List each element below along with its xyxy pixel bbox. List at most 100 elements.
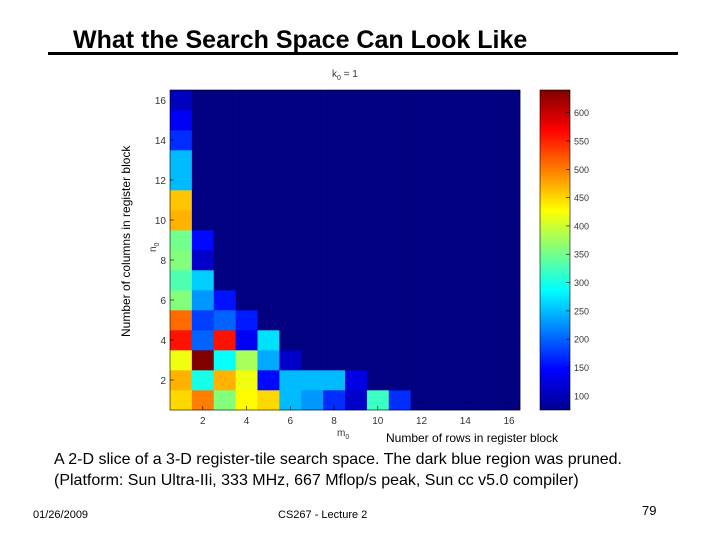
heatmap-cell bbox=[191, 330, 215, 351]
heatmap-cell bbox=[476, 190, 499, 211]
heatmap-cell bbox=[257, 130, 280, 151]
heatmap-cell bbox=[279, 130, 302, 151]
heatmap-cell bbox=[170, 230, 193, 251]
heatmap-cell bbox=[257, 230, 280, 251]
heatmap-cell bbox=[257, 270, 280, 291]
heatmap-cell bbox=[366, 230, 390, 251]
heatmap-cell bbox=[235, 350, 258, 371]
footer-course: CS267 - Lecture 2 bbox=[278, 509, 368, 521]
heatmap-cell bbox=[170, 90, 193, 111]
x-tick-label: 4 bbox=[244, 416, 250, 427]
heatmap-cell bbox=[323, 330, 346, 351]
heatmap-cell bbox=[432, 250, 455, 271]
heatmap-cell bbox=[170, 150, 193, 171]
heatmap-cell bbox=[323, 130, 346, 151]
colorbar-tick-label: 300 bbox=[574, 278, 589, 288]
heatmap-cell bbox=[213, 190, 236, 211]
heatmap-cell bbox=[257, 210, 280, 231]
heatmap-cell bbox=[432, 270, 455, 291]
heatmap-cell bbox=[235, 90, 258, 111]
x-tick-label: 16 bbox=[504, 416, 516, 427]
heatmap-cell bbox=[345, 190, 368, 211]
heatmap-cell bbox=[454, 230, 477, 251]
heatmap-cell bbox=[476, 310, 499, 331]
heatmap-cell bbox=[213, 290, 236, 311]
heatmap-cell bbox=[366, 370, 390, 391]
heatmap-cell bbox=[498, 370, 521, 391]
heatmap-cell bbox=[323, 210, 346, 231]
x-tick-label: 6 bbox=[288, 416, 294, 427]
heatmap-cell bbox=[191, 370, 215, 391]
heatmap-cell bbox=[301, 150, 324, 171]
heatmap-cell bbox=[388, 230, 411, 251]
heatmap-cell bbox=[498, 170, 521, 191]
heatmap-cell bbox=[257, 150, 280, 171]
heatmap-cells bbox=[170, 90, 521, 411]
heatmap-cell bbox=[279, 210, 302, 231]
heatmap-cell bbox=[476, 350, 499, 371]
x-tick-label: 14 bbox=[460, 416, 472, 427]
x-tick-label: 10 bbox=[372, 416, 384, 427]
heatmap-cell bbox=[410, 290, 433, 311]
heatmap-cell bbox=[213, 210, 236, 231]
heatmap-cell bbox=[498, 330, 521, 351]
heatmap-cell bbox=[170, 350, 193, 371]
heatmap-cell bbox=[170, 370, 193, 391]
heatmap-cell bbox=[235, 310, 258, 331]
y-symbol: n0 bbox=[148, 242, 161, 252]
y-tick-label: 4 bbox=[160, 336, 166, 347]
heatmap-cell bbox=[213, 230, 236, 251]
heatmap-cell bbox=[301, 230, 324, 251]
heatmap-cell bbox=[410, 270, 433, 291]
heatmap-cell bbox=[476, 210, 499, 231]
heatmap-cell bbox=[345, 370, 368, 391]
heatmap-cell bbox=[388, 210, 411, 231]
heatmap-cell bbox=[388, 170, 411, 191]
heatmap-cell bbox=[454, 370, 477, 391]
heatmap-cell bbox=[323, 90, 346, 111]
heatmap-cell bbox=[213, 110, 236, 131]
y-tick-label: 14 bbox=[155, 136, 167, 147]
heatmap-cell bbox=[432, 310, 455, 331]
heatmap-cell bbox=[191, 170, 215, 191]
colorbar-tick-label: 450 bbox=[574, 193, 589, 203]
heatmap-cell bbox=[257, 310, 280, 331]
heatmap-cell bbox=[301, 130, 324, 151]
heatmap-cell bbox=[476, 250, 499, 271]
heatmap-cell bbox=[191, 150, 215, 171]
y-axis-ticks: 2 4 6 8 10 12 14 16 bbox=[155, 96, 174, 387]
heatmap-cell bbox=[345, 210, 368, 231]
heatmap-cell bbox=[235, 110, 258, 131]
heatmap-cell bbox=[279, 330, 302, 351]
colorbar-tick-label: 400 bbox=[574, 221, 589, 231]
heatmap-cell bbox=[432, 390, 455, 411]
heatmap-cell bbox=[476, 290, 499, 311]
heatmap-cell bbox=[170, 330, 193, 351]
colorbar-tick-label: 350 bbox=[574, 250, 589, 260]
heatmap-cell bbox=[498, 190, 521, 211]
heatmap-cell bbox=[454, 270, 477, 291]
heatmap-cell bbox=[432, 230, 455, 251]
footer-date: 01/26/2009 bbox=[33, 509, 89, 521]
heatmap-cell bbox=[366, 110, 390, 131]
heatmap-cell bbox=[257, 190, 280, 211]
heatmap-cell bbox=[432, 350, 455, 371]
heatmap-cell bbox=[366, 250, 390, 271]
heatmap-cell bbox=[388, 150, 411, 171]
heatmap-cell bbox=[476, 170, 499, 191]
heatmap-cell bbox=[366, 190, 390, 211]
y-tick-label: 16 bbox=[155, 96, 167, 107]
heatmap-cell bbox=[213, 130, 236, 151]
y-tick-label: 12 bbox=[155, 176, 167, 187]
heatmap-cell bbox=[345, 110, 368, 131]
heatmap-cell bbox=[345, 290, 368, 311]
heatmap-cell bbox=[432, 190, 455, 211]
heatmap-cell bbox=[345, 90, 368, 111]
chart-title: k0 = 1 bbox=[332, 69, 358, 82]
heatmap-cell bbox=[323, 390, 346, 411]
heatmap-cell bbox=[498, 90, 521, 111]
heatmap-cell bbox=[191, 390, 215, 411]
heatmap-cell bbox=[388, 250, 411, 271]
plot-frame bbox=[169, 89, 521, 411]
heatmap-cell bbox=[301, 110, 324, 131]
